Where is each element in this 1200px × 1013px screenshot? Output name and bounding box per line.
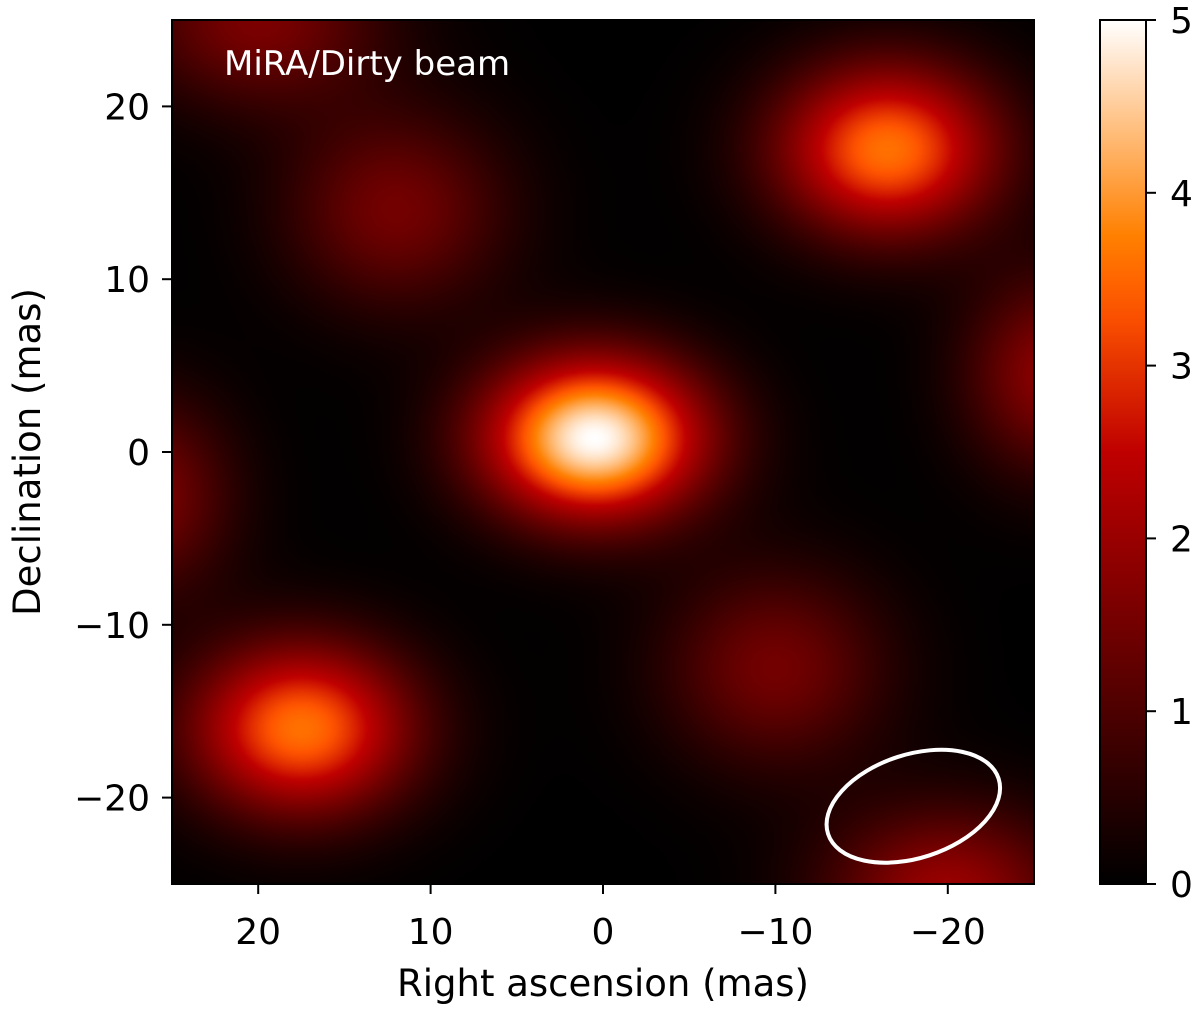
colorbar-ticks: 0 1 2 3 4 5 xyxy=(1146,1,1193,906)
y-tick-label: 20 xyxy=(104,87,150,128)
colorbar-tick-label: 2 xyxy=(1170,519,1193,560)
y-tick-label: −20 xyxy=(74,779,150,820)
colorbar: 0 1 2 3 4 5 xyxy=(1099,1,1193,906)
x-axis-label: Right ascension (mas) xyxy=(397,962,809,1005)
x-axis-ticks: 20 10 0 −10 −20 xyxy=(235,884,986,953)
heatmap-image xyxy=(172,20,1034,884)
x-tick-label: −10 xyxy=(737,912,813,953)
colorbar-tick-label: 0 xyxy=(1170,865,1193,906)
colorbar-tick-label: 3 xyxy=(1170,347,1193,388)
y-tick-label: −10 xyxy=(74,606,150,647)
y-tick-label: 10 xyxy=(104,260,150,301)
plot-annotation: MiRA/Dirty beam xyxy=(224,44,510,84)
y-axis-ticks: 20 10 0 −10 −20 xyxy=(74,87,172,820)
y-tick-label: 0 xyxy=(127,433,150,474)
colorbar-gradient xyxy=(1100,20,1146,884)
colorbar-tick-label: 5 xyxy=(1170,1,1193,42)
colorbar-tick-label: 4 xyxy=(1170,174,1193,215)
heatmap-raster xyxy=(172,20,1034,884)
x-tick-label: 10 xyxy=(408,912,454,953)
colorbar-tick-label: 1 xyxy=(1170,692,1193,733)
beam-ellipse xyxy=(824,747,1003,865)
x-tick-label: −20 xyxy=(910,912,986,953)
colorbar-frame xyxy=(1099,19,1147,885)
y-axis-label: Declination (mas) xyxy=(6,288,49,616)
x-tick-label: 20 xyxy=(235,912,281,953)
x-tick-label: 0 xyxy=(592,912,615,953)
